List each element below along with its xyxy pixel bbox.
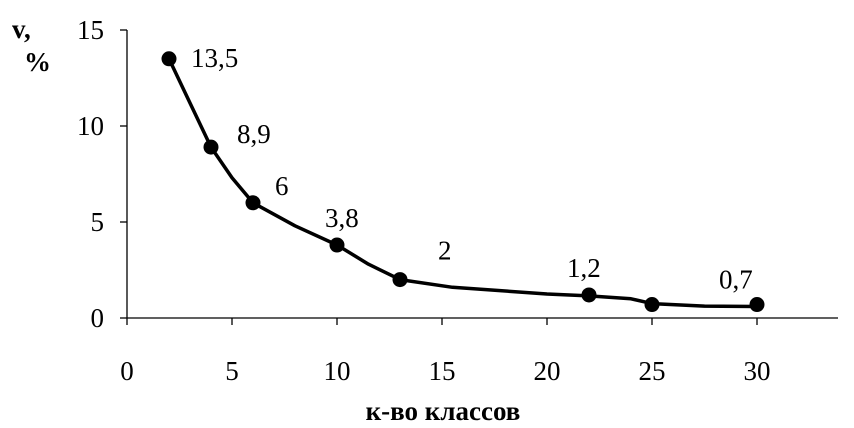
x-tick-marks <box>126 318 758 325</box>
data-label: 1,2 <box>567 253 601 283</box>
data-markers <box>161 51 765 313</box>
y-tick-label: 0 <box>91 303 105 333</box>
y-tick-label: 5 <box>91 207 105 237</box>
x-tick-label: 25 <box>639 356 666 386</box>
x-tick-label: 20 <box>534 356 561 386</box>
data-label: 13,5 <box>191 43 238 73</box>
data-point <box>329 237 345 253</box>
x-tick-labels: 0 5 10 15 20 25 30 <box>120 356 770 386</box>
series-line <box>167 57 759 309</box>
y-axis-title-line2: % <box>24 47 51 77</box>
data-label: 8,9 <box>237 119 271 149</box>
data-point <box>161 51 177 67</box>
y-tick-label: 15 <box>77 15 104 45</box>
x-tick-label: 15 <box>429 356 456 386</box>
data-point <box>581 287 597 303</box>
x-axis-title: к-во классов <box>366 396 521 426</box>
y-tick-label: 10 <box>77 111 104 141</box>
x-tick-label: 5 <box>225 356 239 386</box>
data-label: 0,7 <box>719 265 753 295</box>
data-point <box>749 297 765 313</box>
data-point <box>644 297 660 313</box>
data-label: 6 <box>275 171 289 201</box>
data-point <box>245 195 261 211</box>
data-label: 2 <box>438 236 452 266</box>
data-label: 3,8 <box>325 203 359 233</box>
data-point <box>392 272 408 288</box>
y-tick-labels: 0 5 10 15 <box>77 15 104 333</box>
y-tick-marks <box>120 29 127 319</box>
data-point <box>203 139 219 155</box>
x-tick-label: 0 <box>120 356 134 386</box>
x-tick-label: 30 <box>744 356 771 386</box>
y-axis-title-line1: v, <box>12 14 31 44</box>
x-tick-label: 10 <box>324 356 351 386</box>
data-labels: 13,5 8,96 3,8 2 1,2 0,7 <box>191 43 753 295</box>
